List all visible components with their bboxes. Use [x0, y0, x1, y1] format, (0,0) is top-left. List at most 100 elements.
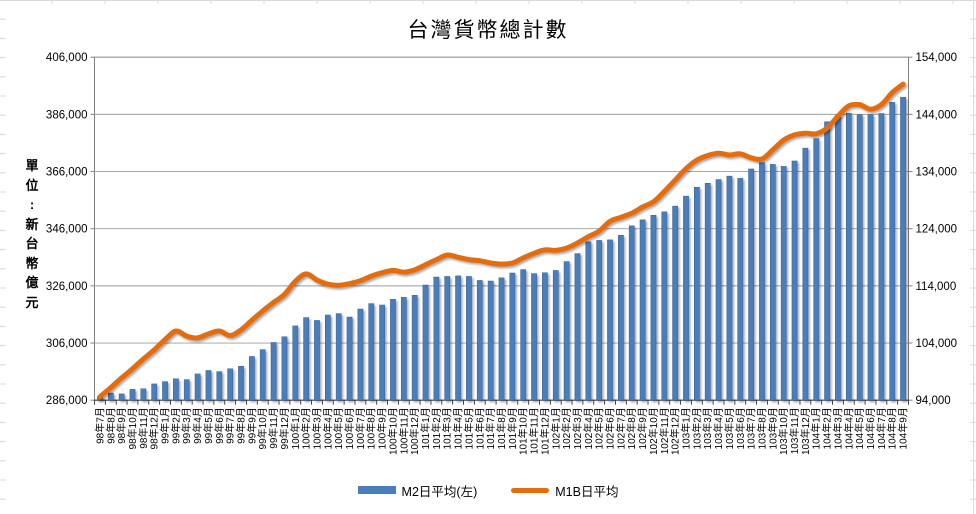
m1b-line: [97, 81, 906, 400]
x-axis-category-label: 103年2月: [690, 407, 703, 449]
legend-item-m2: M2日平均(左): [357, 481, 477, 500]
m2-bar: [889, 102, 896, 401]
m2-bar: [563, 261, 570, 401]
m2-bar: [552, 270, 559, 401]
m2-bar: [335, 313, 342, 401]
x-axis-category-label: 103年12月: [799, 407, 812, 455]
x-axis-category-label: 100年9月: [376, 407, 389, 449]
x-axis-category-label: 99年9月: [245, 407, 258, 444]
x-axis-category-label: 102年12月: [669, 407, 682, 455]
y-axis-unit-label: 單位:新台幣億元: [25, 158, 39, 310]
x-axis-category-label: 99年5月: [202, 407, 215, 444]
x-axis-category-label: 103年3月: [701, 407, 714, 449]
m2-bar: [455, 275, 461, 401]
left-axis-tick-label: 306,000: [46, 338, 88, 350]
x-axis-category-label: 101年2月: [430, 407, 443, 449]
m2-bar: [411, 295, 418, 401]
right-axis-tick-label: 104,000: [916, 338, 958, 350]
x-axis-category-label: 102年1月: [549, 407, 562, 449]
legend-item-m1b: M1B日平均: [511, 481, 618, 500]
m2-bar: [173, 378, 179, 401]
m2-bar: [845, 112, 852, 401]
m2-bar: [639, 219, 646, 401]
left-axis-tick-label: 406,000: [46, 52, 88, 64]
m2-bar: [238, 365, 244, 401]
left-axis-tick-label: 346,000: [46, 224, 88, 236]
m2-bar: [270, 342, 277, 401]
m2-bar: [900, 96, 906, 401]
x-axis-category-label: 98年9月: [115, 407, 128, 444]
m1b-series-swatch: [511, 487, 550, 493]
x-axis-category-label: 100年8月: [365, 407, 378, 449]
x-axis-category-label: 104年7月: [875, 407, 888, 449]
m2-bar: [303, 317, 309, 401]
m2-bar: [520, 269, 527, 401]
legend-label-m1b: M1B日平均: [555, 484, 619, 499]
right-axis-tick-label: 94,000: [916, 395, 951, 407]
x-axis-category-label: 101年10月: [517, 407, 530, 455]
x-axis-category-label: 100年4月: [321, 407, 334, 449]
m2-bar: [107, 392, 114, 401]
m2-bar: [162, 381, 168, 401]
m2-bar: [205, 370, 212, 401]
x-axis-category-label: 99年3月: [180, 407, 193, 444]
x-axis-category-label: 102年7月: [614, 407, 627, 449]
m2-bar: [596, 240, 603, 401]
m2-bar: [759, 162, 765, 401]
right-axis-tick-label: 134,000: [916, 167, 958, 179]
x-axis-category-label: 99年8月: [235, 407, 248, 444]
m2-bar: [813, 138, 820, 401]
x-axis-category-label: 103年6月: [734, 407, 747, 449]
m2-bar: [791, 160, 798, 401]
m2-series-swatch: [357, 486, 396, 494]
m2-bar: [607, 239, 613, 401]
x-axis-category-label: 99年12月: [278, 407, 291, 449]
m2-bar: [259, 349, 266, 401]
left-axis-tick-label: 386,000: [46, 109, 88, 121]
x-axis-category-label: 103年5月: [723, 407, 736, 449]
m2-bar: [140, 388, 147, 401]
m2-bar: [194, 373, 201, 401]
m2-bar: [618, 235, 624, 401]
x-axis-category-label: 104年6月: [864, 407, 877, 449]
x-axis-category-label: 102年9月: [636, 407, 649, 449]
x-axis-category-label: 98年7月: [93, 407, 106, 444]
m2-bar: [867, 114, 874, 401]
x-axis-category-label: 99年7月: [224, 407, 237, 444]
x-axis-category-label: 98年8月: [104, 407, 117, 444]
x-axis-category-label: 104年2月: [821, 407, 834, 449]
x-axis-category-label: 102年4月: [582, 407, 595, 449]
m2-bar: [650, 215, 657, 401]
x-axis-category-label: 103年7月: [745, 407, 758, 449]
x-axis-category-label: 100年6月: [343, 407, 356, 449]
x-axis-category-label: 104年1月: [810, 407, 823, 449]
right-axis-tick-label: 144,000: [916, 109, 958, 121]
x-axis-category-label: 103年9月: [766, 407, 779, 449]
m2-bar: [118, 393, 125, 401]
x-axis-category-label: 98年11月: [137, 407, 150, 449]
m2-bar: [498, 277, 505, 401]
left-axis-tick-label: 286,000: [46, 395, 88, 407]
m2-bar: [314, 320, 320, 401]
m2-bar: [281, 336, 288, 401]
m2-bar: [390, 299, 396, 401]
x-axis-category-label: 99年6月: [213, 407, 226, 444]
m2-bar: [183, 379, 190, 401]
x-axis-category-label: 104年9月: [897, 407, 910, 449]
x-axis-category-label: 99年4月: [191, 407, 204, 444]
m2-bar: [379, 304, 385, 401]
x-axis-category-label: 102年10月: [647, 407, 660, 455]
m2-bar: [694, 187, 700, 401]
x-axis-category-label: 103年10月: [777, 407, 790, 455]
m2-bar: [748, 168, 754, 401]
legend: M2日平均(左) M1B日平均: [0, 478, 976, 502]
x-axis-category-label: 101年1月: [419, 407, 432, 449]
m2-bar: [357, 308, 364, 401]
x-axis-category-label: 98年12月: [148, 407, 161, 449]
m2-bar: [672, 205, 678, 401]
m2-bar: [433, 276, 440, 401]
m2-bar: [628, 225, 635, 401]
x-axis-category-label: 102年8月: [625, 407, 638, 449]
x-axis-category-label: 99年1月: [159, 407, 172, 444]
